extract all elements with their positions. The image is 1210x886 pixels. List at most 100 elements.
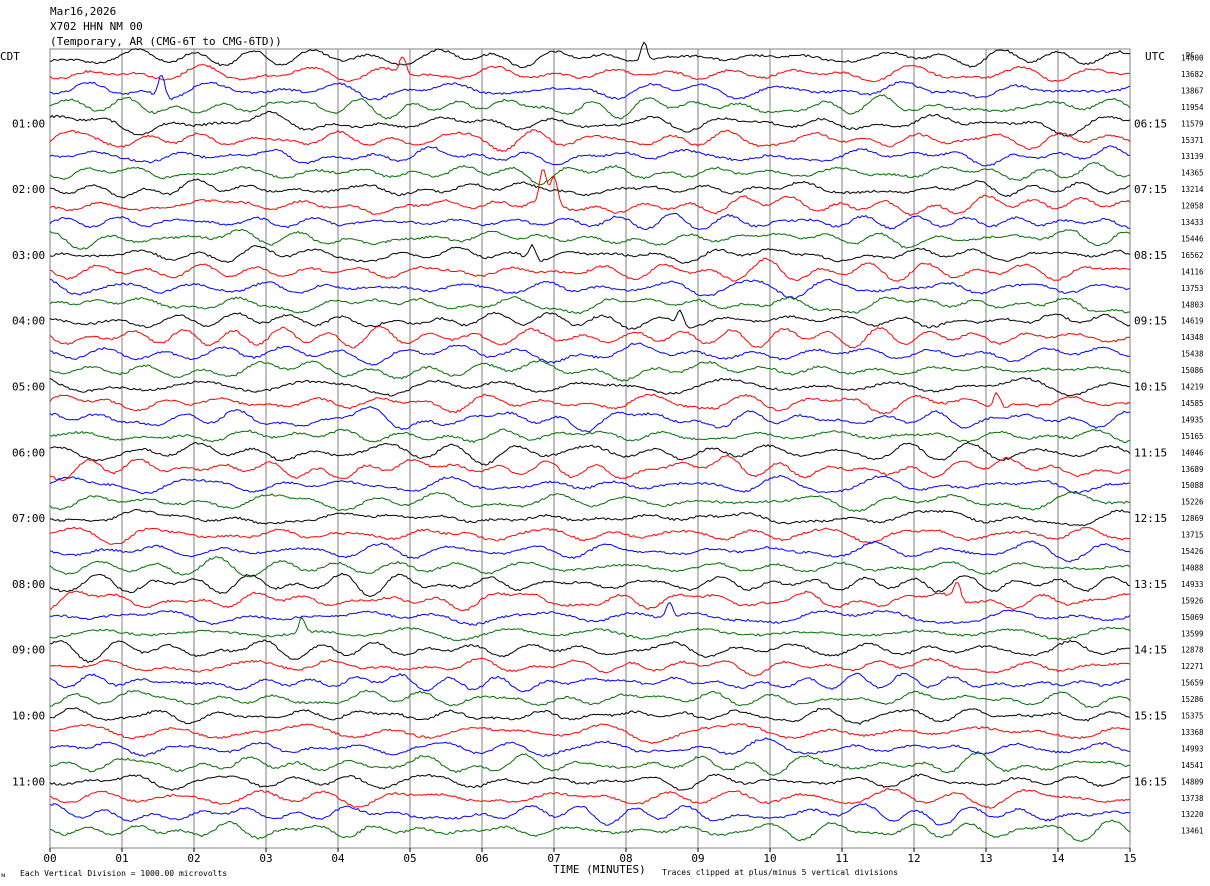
right-axis-label: UTC [1145,50,1165,63]
dc-offset-label: 15086 [1181,366,1204,375]
dc-offset-label: 13599 [1181,629,1204,638]
x-tick-label: 06 [475,852,488,865]
trace-line [49,110,1131,137]
trace-line [50,689,1131,709]
dc-label: DC [1186,51,1194,59]
trace-line [49,601,1131,626]
x-tick-label: 12 [907,852,920,865]
x-tick-label: 11 [835,852,848,865]
trace-line [49,722,1131,744]
dc-offset-label: 13461 [1181,827,1204,836]
x-tick-label: 03 [259,852,272,865]
trace-line [49,474,1130,495]
trace-line [49,773,1131,791]
left-time-label: 11:00 [12,775,45,788]
header-date: Mar16,2026 [50,5,116,18]
left-time-label: 07:00 [12,512,45,525]
left-axis-label: CDT [0,50,20,63]
dc-offset-label: 15165 [1181,432,1204,441]
dc-offset-label: 13738 [1181,794,1204,803]
right-time-label: 16:15 [1134,775,1167,788]
right-time-label: 14:15 [1134,644,1167,657]
trace-line [49,582,1131,612]
left-time-labels: 01:00 02:00 03:00 04:00 05:00 06:00 07:00 08:00… [12,117,45,788]
trace-line [49,672,1131,693]
dc-offset-label: 14619 [1181,317,1204,326]
trace-line [49,428,1131,444]
dc-offset-label: 14219 [1181,383,1204,392]
trace-line [49,752,1131,776]
trace-line [49,169,1131,217]
dc-offset-label: 15426 [1181,547,1204,556]
dc-offset-label: 16562 [1181,251,1204,260]
dc-offset-label: 15438 [1181,350,1204,359]
trace-line [49,94,1131,120]
clip-note: Traces clipped at plus/minus 5 vertical … [662,868,898,877]
grid [49,48,1131,849]
right-time-label: 09:15 [1134,315,1167,328]
trace-line [49,526,1131,545]
trace-line [49,278,1131,300]
dc-offset-label: 13139 [1181,152,1204,161]
dc-offset-label: 14088 [1181,563,1204,572]
dc-offset-label: 15226 [1181,498,1204,507]
trace-line [49,406,1131,433]
trace-line [49,325,1131,349]
dc-offset-label: 14935 [1181,415,1204,424]
dc-offset-label: 11954 [1181,103,1204,112]
plot-frame [49,48,1131,849]
dc-offset-label: 14000 [1181,54,1204,63]
dc-offset-label: 14993 [1181,744,1204,753]
trace-line [49,639,1131,664]
dc-offset-label: 15926 [1181,596,1204,605]
right-time-label: 13:15 [1134,578,1167,591]
trace-line [49,309,1131,330]
dc-offset-label: 15375 [1181,712,1204,721]
dc-offset-label: 14809 [1181,777,1204,786]
dc-offset-label: 11579 [1181,119,1204,128]
dc-offset-label: 15659 [1181,679,1204,688]
left-time-label: 05:00 [12,381,45,394]
trace-line [49,819,1131,842]
trace-line [49,454,1131,482]
x-tick-label: 15 [1123,852,1136,865]
trace-line [49,391,1131,415]
trace-line [49,657,1131,677]
trace-line [49,56,1131,83]
dc-offset-label: 12271 [1181,662,1204,671]
trace-line [49,707,1131,725]
dc-offset-label: 14348 [1181,333,1204,342]
right-time-label: 15:15 [1134,710,1167,723]
trace-line [49,41,1131,69]
trace-line [49,359,1130,382]
left-time-label: 06:00 [12,446,45,459]
x-tick-labels: 00 01 02 03 04 05 06 07 08 09 10 11 12 13 14 15 [43,848,1137,865]
dc-offset-label: 12869 [1181,514,1204,523]
left-time-label: 03:00 [12,249,45,262]
dc-offset-label: 13753 [1181,284,1204,293]
x-axis-title: TIME (MINUTES) [553,863,646,876]
trace-line [49,572,1131,598]
trace-group [49,41,1131,842]
dc-offset-label: 13867 [1181,86,1204,95]
right-time-label: 12:15 [1134,512,1167,525]
dc-offset-label: 13220 [1181,810,1204,819]
left-time-label: 08:00 [12,578,45,591]
trace-line [49,342,1131,366]
x-tick-label: 07 [547,852,560,865]
dc-offset-label: 15371 [1181,136,1204,145]
x-tick-label: 02 [187,852,200,865]
trace-line [49,441,1131,466]
left-time-label: 09:00 [12,644,45,657]
left-time-label: 01:00 [12,117,45,130]
x-tick-label: 13 [979,852,992,865]
trace-line [49,491,1131,513]
trace-line [49,377,1130,397]
trace-line [49,145,1131,167]
trace-line [49,737,1131,757]
trace-line [49,243,1131,264]
dc-offset-label: 14933 [1181,580,1204,589]
trace-line [49,788,1131,809]
left-time-label: 10:00 [12,710,45,723]
dc-offset-label: 13368 [1181,728,1204,737]
